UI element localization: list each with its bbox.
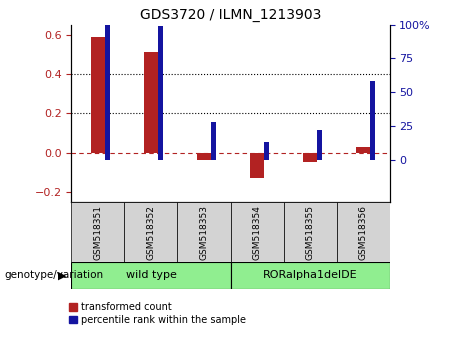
Text: GSM518354: GSM518354 [253, 205, 261, 260]
Title: GDS3720 / ILMN_1213903: GDS3720 / ILMN_1213903 [140, 8, 321, 22]
Text: GSM518355: GSM518355 [306, 205, 314, 260]
Bar [211, 122, 217, 160]
Legend: transformed count, percentile rank within the sample: transformed count, percentile rank withi… [70, 302, 246, 325]
Text: GSM518353: GSM518353 [200, 205, 208, 260]
Text: wild type: wild type [125, 270, 177, 280]
Text: ▶: ▶ [59, 270, 67, 280]
Text: RORalpha1delDE: RORalpha1delDE [263, 270, 357, 280]
Bar [303, 153, 317, 162]
Text: GSM518351: GSM518351 [94, 205, 102, 260]
FancyBboxPatch shape [284, 202, 337, 262]
FancyBboxPatch shape [230, 202, 284, 262]
FancyBboxPatch shape [337, 202, 390, 262]
Bar [105, 25, 111, 160]
FancyBboxPatch shape [71, 202, 124, 262]
Bar [317, 130, 323, 160]
Bar [158, 26, 164, 160]
Bar [197, 153, 211, 160]
Bar [144, 52, 158, 153]
FancyBboxPatch shape [71, 262, 230, 289]
Text: GSM518356: GSM518356 [359, 205, 367, 260]
Text: GSM518352: GSM518352 [147, 205, 155, 260]
FancyBboxPatch shape [124, 202, 177, 262]
Bar [370, 81, 376, 160]
FancyBboxPatch shape [230, 262, 390, 289]
Bar [356, 147, 370, 153]
Bar [250, 153, 264, 178]
Text: genotype/variation: genotype/variation [5, 270, 104, 280]
Bar [91, 36, 105, 153]
FancyBboxPatch shape [177, 202, 230, 262]
Bar [264, 142, 270, 160]
